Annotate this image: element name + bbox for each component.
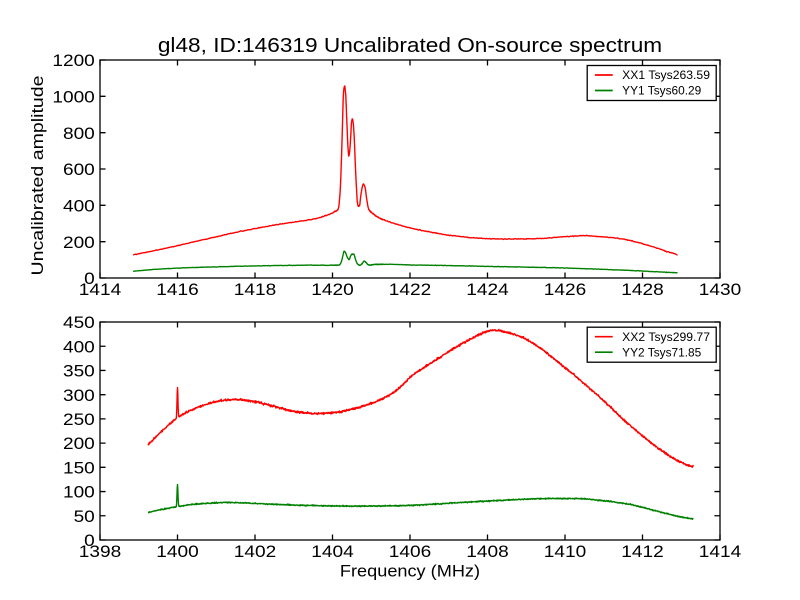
- svg-text:1398: 1398: [79, 542, 121, 561]
- svg-text:1428: 1428: [621, 280, 663, 299]
- svg-text:100: 100: [63, 483, 95, 502]
- svg-text:1404: 1404: [311, 542, 353, 561]
- svg-text:1406: 1406: [389, 542, 431, 561]
- svg-text:1420: 1420: [311, 280, 353, 299]
- svg-text:300: 300: [63, 386, 95, 405]
- svg-text:1424: 1424: [466, 280, 508, 299]
- svg-text:250: 250: [63, 410, 95, 429]
- svg-text:Frequency (MHz): Frequency (MHz): [340, 562, 480, 581]
- svg-text:200: 200: [63, 434, 95, 453]
- svg-text:0: 0: [84, 269, 95, 288]
- svg-text:YY2 Tsys71.85: YY2 Tsys71.85: [622, 346, 701, 359]
- svg-text:150: 150: [63, 458, 95, 477]
- svg-text:XX2 Tsys299.77: XX2 Tsys299.77: [622, 331, 710, 344]
- svg-text:1408: 1408: [466, 542, 508, 561]
- svg-text:1430: 1430: [699, 280, 741, 299]
- svg-text:600: 600: [63, 160, 95, 179]
- svg-text:350: 350: [63, 362, 95, 381]
- svg-text:gl48, ID:146319 Uncalibrated O: gl48, ID:146319 Uncalibrated On-source s…: [158, 35, 662, 57]
- svg-text:1414: 1414: [699, 542, 741, 561]
- svg-text:50: 50: [74, 507, 95, 526]
- svg-text:1200: 1200: [52, 51, 94, 70]
- svg-text:Uncalibrated amplitude: Uncalibrated amplitude: [28, 76, 47, 276]
- svg-text:200: 200: [63, 233, 95, 252]
- svg-text:1000: 1000: [52, 87, 94, 106]
- svg-text:1410: 1410: [544, 542, 586, 561]
- svg-text:1418: 1418: [234, 280, 276, 299]
- svg-text:1422: 1422: [389, 280, 431, 299]
- svg-text:1414: 1414: [79, 280, 121, 299]
- svg-text:1400: 1400: [156, 542, 198, 561]
- svg-text:400: 400: [63, 337, 95, 356]
- svg-text:1416: 1416: [156, 280, 198, 299]
- svg-text:400: 400: [63, 196, 95, 215]
- svg-text:800: 800: [63, 124, 95, 143]
- svg-text:YY1 Tsys60.29: YY1 Tsys60.29: [622, 85, 701, 98]
- svg-text:XX1 Tsys263.59: XX1 Tsys263.59: [622, 69, 710, 82]
- svg-text:1412: 1412: [621, 542, 663, 561]
- svg-text:450: 450: [63, 313, 95, 332]
- svg-text:1402: 1402: [234, 542, 276, 561]
- svg-text:1426: 1426: [544, 280, 586, 299]
- svg-text:0: 0: [84, 531, 95, 550]
